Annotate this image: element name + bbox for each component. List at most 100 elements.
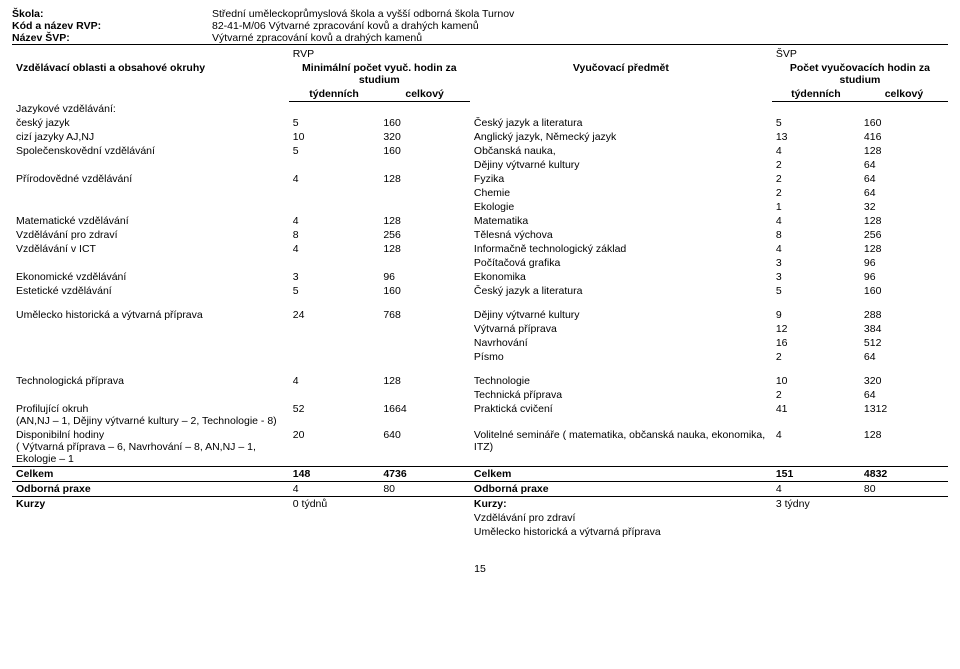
svp-value: Výtvarné zpracování kovů a drahých kamen… bbox=[212, 32, 948, 44]
cell: 20 bbox=[289, 428, 380, 467]
cell: 512 bbox=[860, 336, 948, 350]
cell: Praktická cvičení bbox=[470, 402, 772, 428]
cell: Disponibilní hodiny ( Výtvarná příprava … bbox=[12, 428, 289, 467]
weekly-heading-right: týdenních bbox=[772, 87, 860, 102]
cell: Ekonomické vzdělávání bbox=[12, 270, 289, 284]
table-row: Profilující okruh (AN,NJ – 1, Dějiny výt… bbox=[12, 402, 948, 428]
cell bbox=[379, 388, 470, 402]
kurzy-left-label: Kurzy bbox=[12, 497, 289, 512]
rvp-heading: RVP bbox=[289, 47, 470, 61]
table-row: Technologická příprava4128Technologie103… bbox=[12, 374, 948, 388]
cell: 64 bbox=[860, 388, 948, 402]
cell: 256 bbox=[379, 228, 470, 242]
cell: Přírodovědné vzdělávání bbox=[12, 172, 289, 186]
cell bbox=[289, 256, 380, 270]
cell bbox=[12, 158, 289, 172]
cell: 64 bbox=[860, 172, 948, 186]
cell: 3 bbox=[772, 256, 860, 270]
table-row: Umělecko historická a výtvarná příprava2… bbox=[12, 308, 948, 322]
cell: 768 bbox=[379, 308, 470, 322]
cell: 128 bbox=[860, 428, 948, 467]
cell: 128 bbox=[860, 214, 948, 228]
cell: Dějiny výtvarné kultury bbox=[470, 158, 772, 172]
cell: 2 bbox=[772, 186, 860, 200]
lang-section: Jazykové vzdělávání: bbox=[12, 102, 948, 117]
cell: 160 bbox=[860, 284, 948, 298]
cell: 5 bbox=[772, 116, 860, 130]
cell bbox=[379, 256, 470, 270]
cell: 96 bbox=[860, 256, 948, 270]
cell bbox=[379, 186, 470, 200]
cell: Volitelné semináře ( matematika, občansk… bbox=[470, 428, 772, 467]
cell: Český jazyk a literatura bbox=[470, 284, 772, 298]
cell: 128 bbox=[379, 172, 470, 186]
cell: 10 bbox=[289, 130, 380, 144]
cell: Technologie bbox=[470, 374, 772, 388]
cell: 32 bbox=[860, 200, 948, 214]
cell: Dějiny výtvarné kultury bbox=[470, 308, 772, 322]
cell: Navrhování bbox=[470, 336, 772, 350]
cell: 160 bbox=[379, 116, 470, 130]
cell: 320 bbox=[860, 374, 948, 388]
cell bbox=[12, 256, 289, 270]
cell: 128 bbox=[379, 374, 470, 388]
cell: 64 bbox=[860, 186, 948, 200]
cell: 4 bbox=[289, 214, 380, 228]
cell: 2 bbox=[772, 172, 860, 186]
praxe-left-weekly: 4 bbox=[289, 482, 380, 497]
cell: 16 bbox=[772, 336, 860, 350]
code-label: Kód a název RVP: bbox=[12, 20, 212, 32]
praxe-right-total: 80 bbox=[860, 482, 948, 497]
cell: 8 bbox=[772, 228, 860, 242]
cell: 1312 bbox=[860, 402, 948, 428]
cell: Ekologie bbox=[470, 200, 772, 214]
cell: 128 bbox=[379, 242, 470, 256]
kurzy-left-val: 0 týdnů bbox=[289, 497, 470, 512]
table-row: Disponibilní hodiny ( Výtvarná příprava … bbox=[12, 428, 948, 467]
cell: 416 bbox=[860, 130, 948, 144]
cell bbox=[12, 388, 289, 402]
kurzy-line-2: Umělecko historická a výtvarná příprava bbox=[470, 525, 772, 539]
page-number: 15 bbox=[12, 563, 948, 575]
total-right-weekly: 151 bbox=[772, 467, 860, 482]
cell: 4 bbox=[772, 428, 860, 467]
table-row: cizí jazyky AJ,NJ10320Anglický jazyk, Ně… bbox=[12, 130, 948, 144]
table-row: Matematické vzdělávání4128Matematika4128 bbox=[12, 214, 948, 228]
table-row: Navrhování16512 bbox=[12, 336, 948, 350]
kurzy-right-label: Kurzy: bbox=[470, 497, 772, 512]
cell: Technická příprava bbox=[470, 388, 772, 402]
cell: 5 bbox=[289, 144, 380, 158]
praxe-left-total: 80 bbox=[379, 482, 470, 497]
cell: 3 bbox=[289, 270, 380, 284]
cell: 640 bbox=[379, 428, 470, 467]
cell: 4 bbox=[772, 242, 860, 256]
cell: 2 bbox=[772, 350, 860, 364]
total-left-total: 4736 bbox=[379, 467, 470, 482]
curriculum-table: RVP ŠVP Vzdělávací oblasti a obsahové ok… bbox=[12, 47, 948, 539]
cell: 5 bbox=[772, 284, 860, 298]
cell: 128 bbox=[379, 214, 470, 228]
praxe-right-label: Odborná praxe bbox=[470, 482, 772, 497]
cell bbox=[379, 158, 470, 172]
svp-heading: ŠVP bbox=[772, 47, 948, 61]
cell bbox=[289, 336, 380, 350]
praxe-left-label: Odborná praxe bbox=[12, 482, 289, 497]
cell: 64 bbox=[860, 158, 948, 172]
cell: 384 bbox=[860, 322, 948, 336]
cell: 160 bbox=[860, 116, 948, 130]
cell: 4 bbox=[289, 374, 380, 388]
table-row: Přírodovědné vzdělávání4128Fyzika264 bbox=[12, 172, 948, 186]
school-label: Škola: bbox=[12, 8, 212, 20]
total-left-label: Celkem bbox=[12, 467, 289, 482]
cell: 288 bbox=[860, 308, 948, 322]
school-value: Střední uměleckoprůmyslová škola a vyšší… bbox=[212, 8, 948, 20]
table-row: Výtvarná příprava12384 bbox=[12, 322, 948, 336]
cell: 320 bbox=[379, 130, 470, 144]
weekly-heading-left: týdenních bbox=[289, 87, 380, 102]
cell: Písmo bbox=[470, 350, 772, 364]
cell: 4 bbox=[772, 144, 860, 158]
cell: Vzdělávání v ICT bbox=[12, 242, 289, 256]
header: Škola: Střední uměleckoprůmyslová škola … bbox=[12, 8, 948, 45]
min-hours-heading: Minimální počet vyuč. hodin za studium bbox=[289, 61, 470, 87]
cell bbox=[289, 350, 380, 364]
